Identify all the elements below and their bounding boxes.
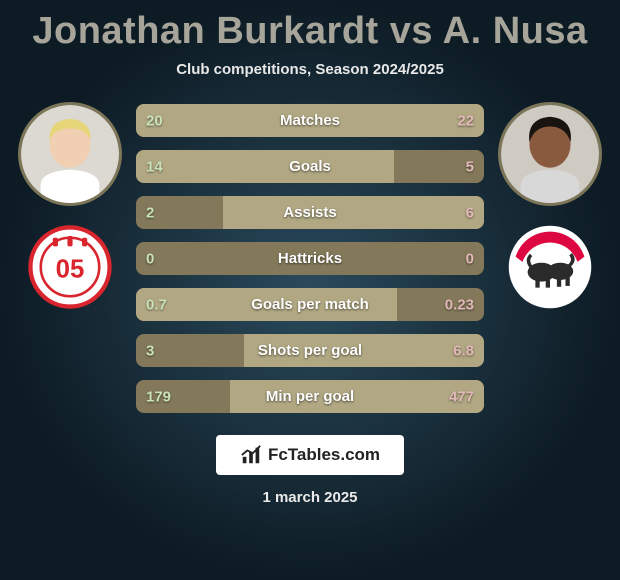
- stat-value-left: 0.7: [146, 296, 167, 313]
- stat-label: Min per goal: [266, 388, 354, 405]
- stat-row: 3 Shots per goal 6.8: [136, 334, 484, 367]
- right-column: [498, 100, 602, 310]
- stat-value-right: 22: [457, 112, 474, 129]
- left-column: 05: [18, 100, 122, 310]
- club-left-badge: 05: [27, 224, 113, 310]
- comparison-content: 05 20 Matches 22 14 Goals 5 2 Assists 6 0 Hattrick…: [0, 100, 620, 413]
- player-right-avatar: [498, 102, 602, 206]
- stats-list: 20Matches2214Goals52Assists60Hattricks00…: [136, 100, 484, 413]
- club-left-logo: 05: [27, 224, 113, 310]
- subtitle: Club competitions, Season 2024/2025: [0, 61, 620, 78]
- stat-label: Goals: [289, 158, 331, 175]
- stat-label: Hattricks: [278, 250, 342, 267]
- stat-value-left: 3: [146, 342, 154, 359]
- player-left-silhouette: [21, 105, 119, 203]
- club-right-badge: [507, 224, 593, 310]
- stat-row: 14 Goals 5: [136, 150, 484, 183]
- stat-label: Assists: [283, 204, 336, 221]
- stat-value-right: 0.23: [445, 296, 474, 313]
- svg-text:05: 05: [56, 255, 85, 283]
- brand-chart-icon: [240, 444, 262, 466]
- stat-row: 0.7 Goals per match 0.23: [136, 288, 484, 321]
- stat-row: 2 Assists 6: [136, 196, 484, 229]
- stat-label: Matches: [280, 112, 340, 129]
- footer-date: 1 march 2025: [0, 489, 620, 506]
- stat-row: 20 Matches 22: [136, 104, 484, 137]
- stat-value-right: 0: [466, 250, 474, 267]
- player-right-silhouette: [501, 105, 599, 203]
- stat-value-right: 477: [449, 388, 474, 405]
- stat-bar-right: [223, 196, 484, 229]
- stat-row: 179 Min per goal 477: [136, 380, 484, 413]
- stat-value-right: 5: [466, 158, 474, 175]
- stat-value-left: 0: [146, 250, 154, 267]
- stat-label: Shots per goal: [258, 342, 362, 359]
- stat-bar-left: [136, 150, 394, 183]
- stat-value-right: 6.8: [453, 342, 474, 359]
- stat-value-left: 179: [146, 388, 171, 405]
- stat-value-left: 20: [146, 112, 163, 129]
- stat-label: Goals per match: [251, 296, 369, 313]
- stat-value-right: 6: [466, 204, 474, 221]
- stat-value-left: 14: [146, 158, 163, 175]
- footer-brand-badge: FcTables.com: [216, 435, 404, 475]
- player-left-avatar: [18, 102, 122, 206]
- stat-value-left: 2: [146, 204, 154, 221]
- stat-row: 0 Hattricks 0: [136, 242, 484, 275]
- brand-name: FcTables.com: [268, 445, 380, 465]
- club-right-logo: [507, 224, 593, 310]
- page-title: Jonathan Burkardt vs A. Nusa: [0, 0, 620, 53]
